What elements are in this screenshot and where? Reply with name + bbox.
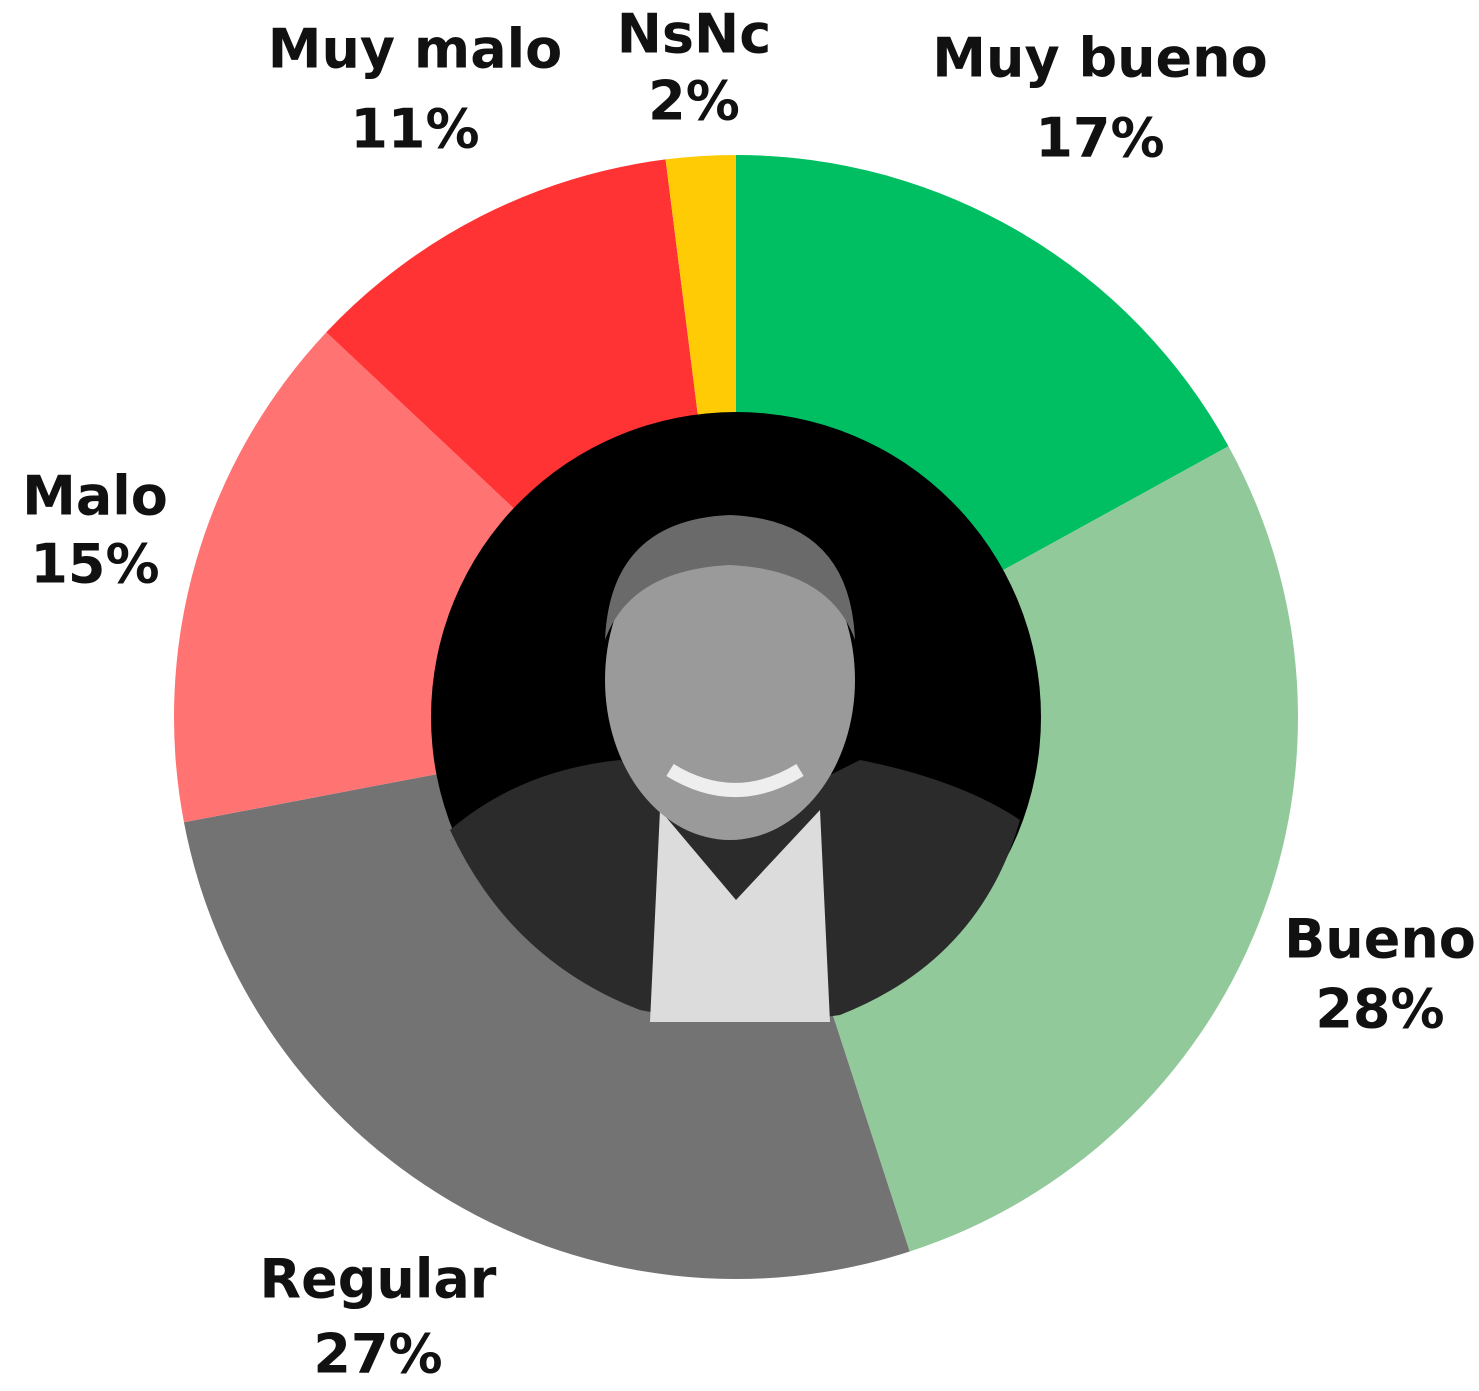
slice [183, 773, 910, 1279]
photo [431, 412, 1041, 1022]
slice-label: NsNc [617, 3, 772, 66]
slices [173, 155, 1298, 1279]
photo-smile [666, 763, 804, 797]
photo-hair [605, 515, 855, 640]
slice [736, 155, 1229, 573]
slice [665, 155, 736, 420]
slice [173, 332, 518, 823]
photo-shirt [650, 810, 830, 1022]
value-label: 27% [313, 1323, 442, 1386]
slice-label: Bueno [1284, 908, 1476, 971]
slice [828, 446, 1298, 1252]
slice [326, 159, 699, 512]
slice-label: Regular [260, 1248, 497, 1311]
value-label: 28% [1315, 978, 1444, 1041]
value-label: 17% [1035, 107, 1164, 170]
photo-face [605, 520, 855, 840]
slice-label: Malo [22, 465, 168, 528]
photo-suit [450, 760, 1020, 1022]
value-label: 15% [30, 533, 159, 596]
value-label: 2% [648, 70, 740, 133]
value-label: 11% [350, 98, 479, 161]
slice-label: Muy malo [268, 18, 563, 81]
slice-label: Muy bueno [932, 27, 1267, 90]
